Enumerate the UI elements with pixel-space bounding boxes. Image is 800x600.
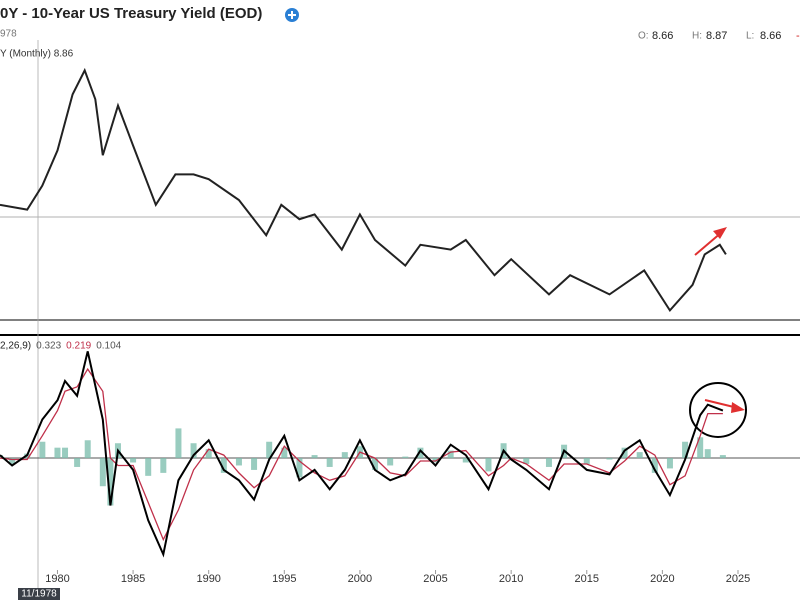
x-tick-label: 2000 (348, 573, 372, 585)
x-tick-label: 2025 (726, 573, 750, 585)
arrow-head (731, 402, 745, 413)
histogram-bar (704, 449, 711, 459)
x-tick-label: 1990 (196, 573, 220, 585)
histogram-bar (583, 458, 590, 464)
histogram-bar (402, 456, 409, 459)
histogram-bar (697, 437, 704, 459)
histogram-bar (523, 458, 530, 464)
x-tick-label: 2015 (575, 573, 599, 585)
ohlc-label: O: (638, 31, 649, 42)
ohlc-value: 8.87 (706, 30, 727, 42)
histogram-bar (682, 441, 689, 459)
line (0, 351, 724, 558)
histogram-bar (341, 452, 348, 459)
macd-legend-item: 0.104 (96, 341, 121, 352)
histogram-bar (621, 447, 628, 459)
x-tick-label: 1985 (121, 573, 145, 585)
crosshair-label-box (18, 588, 60, 600)
ohlc: O:8.66H:8.87L:8.66-0.10 (638, 30, 800, 42)
histogram-bar (235, 458, 242, 466)
histogram-bar (145, 458, 152, 476)
crosshair-label: 11/1978 (21, 589, 57, 600)
histogram-bar (54, 447, 61, 459)
histogram-bar (160, 458, 167, 473)
x-tick-label: 1980 (45, 573, 69, 585)
histogram-bar (190, 443, 197, 459)
ohlc-value: 8.66 (760, 30, 781, 42)
histogram-bar (545, 458, 552, 467)
histogram-bar (9, 458, 16, 464)
ohlc-label: H: (692, 31, 702, 42)
histogram-bar (84, 440, 91, 459)
circle-annotation (689, 382, 747, 438)
histogram-bar (719, 455, 726, 459)
chart-title: 0Y - 10-Year US Treasury Yield (EOD) (0, 5, 262, 22)
line (0, 67, 727, 313)
change: -0.10 (796, 30, 800, 42)
histogram-bar (447, 450, 454, 459)
histogram-bar (251, 458, 258, 470)
histogram-bar (666, 458, 673, 469)
histogram-bar (311, 455, 318, 459)
histogram-bar (62, 447, 69, 459)
histogram-bar (39, 441, 46, 459)
macd-legend-item: 0.323 (36, 341, 61, 352)
histogram-bar (636, 452, 643, 459)
histogram-bar (281, 447, 288, 459)
histogram-bar (205, 449, 212, 459)
histogram-bar (107, 458, 114, 506)
histogram-bar (417, 447, 424, 459)
macd-legend: 2,26,9) 0.323 0.219 0.104 (0, 341, 122, 352)
histogram-bar (266, 441, 273, 459)
arrow-head (713, 227, 727, 239)
ohlc-label: L: (746, 31, 754, 42)
macd-legend-item: 2,26,9) (0, 341, 31, 352)
macd-legend-item: 0.219 (66, 341, 91, 352)
histogram-bar (462, 458, 469, 463)
histogram-bar (651, 458, 658, 473)
histogram-bar (220, 458, 227, 473)
histogram-bar (372, 458, 379, 470)
x-tick-label: 2005 (423, 573, 447, 585)
histogram-bar (130, 458, 137, 463)
histogram-bar (99, 458, 106, 487)
x-tick-label: 1995 (272, 573, 296, 585)
subtitle: 978 (0, 29, 17, 40)
x-tick-label: 2010 (499, 573, 523, 585)
histogram-bar (606, 458, 613, 460)
histogram-bar (175, 428, 182, 459)
histogram-bar (296, 458, 303, 478)
histogram-bar (485, 458, 492, 472)
price-legend: Y (Monthly) 8.86 (0, 49, 74, 60)
histogram-bar (74, 458, 81, 467)
add-icon (288, 11, 296, 19)
histogram-bar (326, 458, 333, 467)
ohlc-value: 8.66 (652, 30, 673, 42)
x-tick-label: 2020 (650, 573, 674, 585)
histogram-bar (387, 458, 394, 466)
